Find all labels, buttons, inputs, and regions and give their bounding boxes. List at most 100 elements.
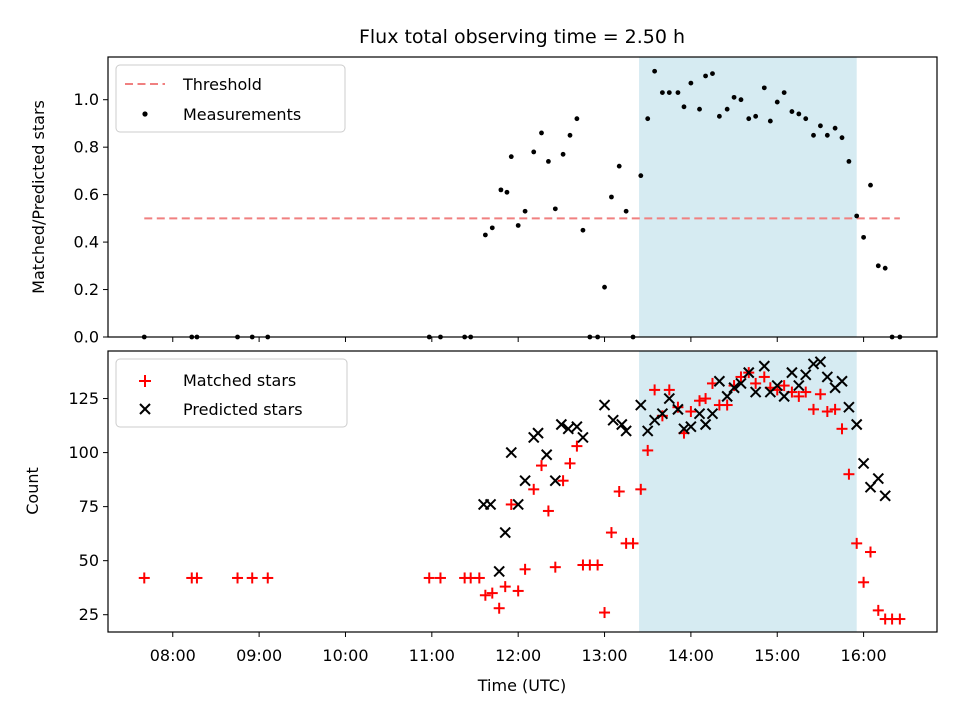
measurement-point <box>803 116 809 122</box>
bottom-x-tick-label: 11:00 <box>409 646 455 665</box>
predicted-star-marker <box>493 565 505 578</box>
measurement-point <box>688 80 694 86</box>
predicted-star-marker <box>685 420 697 433</box>
predicted-star-marker <box>743 366 755 379</box>
bottom-x-ticks: 08:00 09:00 10:00 11:00 12:00 13:00 14:00 15:00… <box>150 632 887 665</box>
matched-star-marker <box>486 587 498 599</box>
bottom-legend: Matched stars Predicted stars <box>115 358 348 428</box>
predicted-star-marker <box>713 375 726 387</box>
predicted-star-marker <box>616 418 628 431</box>
measurement-point <box>818 123 823 129</box>
matched-star-marker <box>499 581 511 593</box>
measurement-point <box>861 234 866 240</box>
predicted-star-marker <box>721 390 733 403</box>
predicted-star-marker <box>678 423 690 435</box>
matched-star-marker <box>663 384 675 396</box>
measurement-point <box>824 132 830 138</box>
measurement-point <box>531 149 537 155</box>
legend-measurements-swatch <box>142 111 148 117</box>
predicted-star-marker <box>562 423 574 435</box>
measurement-point <box>789 109 795 114</box>
matched-star-marker <box>599 607 611 619</box>
matched-star-marker <box>564 457 576 469</box>
matched-star-marker <box>758 371 770 383</box>
measurement-point <box>753 113 759 119</box>
predicted-star-marker <box>800 369 812 381</box>
measurement-point <box>675 90 681 95</box>
measurement-point <box>546 159 551 164</box>
measurement-point <box>781 90 787 95</box>
matched-star-marker <box>246 572 258 584</box>
measurement-point <box>796 111 802 117</box>
bottom-x-tick-label: 09:00 <box>236 646 282 665</box>
measurement-point <box>710 71 715 77</box>
measurement-point <box>774 99 780 105</box>
bottom-x-tick-label: 13:00 <box>581 646 627 665</box>
legend-threshold-label: Threshold <box>182 75 262 94</box>
measurement-point <box>832 125 838 131</box>
predicted-star-marker <box>577 431 589 444</box>
predicted-star-marker <box>728 382 740 394</box>
measurement-point <box>875 263 881 269</box>
measurement-point <box>515 223 521 228</box>
predicted-star-marker <box>672 403 684 416</box>
predicted-star-marker <box>484 498 497 511</box>
measurement-point <box>508 154 514 160</box>
matched-star-marker <box>858 576 870 588</box>
predicted-star-marker <box>857 457 870 470</box>
predicted-star-marker <box>505 446 517 459</box>
measurement-point <box>839 135 845 141</box>
matched-star-marker <box>851 537 863 549</box>
predicted-star-marker <box>735 377 747 390</box>
matched-star-marker <box>829 403 841 415</box>
predicted-star-marker <box>850 418 863 431</box>
matched-star-marker <box>800 386 812 398</box>
measurement-point <box>652 68 658 74</box>
matched-star-marker <box>473 572 485 584</box>
legend-predicted-swatch <box>139 403 151 415</box>
predicted-star-marker <box>771 379 783 392</box>
measurement-point <box>539 130 544 136</box>
measurement-point <box>482 232 488 238</box>
measurement-point <box>560 151 566 157</box>
matched-star-marker <box>821 406 833 418</box>
matched-star-marker <box>872 604 884 616</box>
measurement-point <box>868 182 873 188</box>
measurement-point <box>623 208 629 214</box>
matched-star-marker <box>479 589 491 601</box>
matched-star-marker <box>836 423 848 435</box>
matched-star-marker <box>778 380 790 392</box>
measurement-point <box>746 116 752 122</box>
matched-star-marker <box>700 393 712 405</box>
predicted-star-marker <box>821 371 834 383</box>
top-panel: 0.0 0.2 0.4 0.6 0.8 1.0 Matched/Predicted sta… <box>29 56 938 347</box>
predicted-star-marker <box>836 375 848 387</box>
matched-star-marker <box>894 613 906 625</box>
measurement-point <box>616 163 622 169</box>
predicted-star-marker <box>620 425 632 437</box>
measurement-point <box>811 132 816 138</box>
predicted-star-marker <box>656 407 669 420</box>
bottom-legend-box <box>115 358 348 428</box>
measurement-point <box>638 173 644 179</box>
matched-star-marker <box>865 546 877 558</box>
measurement-point <box>666 90 672 95</box>
chart-title: Flux total observing time = 2.50 h <box>359 26 685 48</box>
legend-predicted-label: Predicted stars <box>183 400 303 419</box>
predicted-star-marker <box>786 366 798 379</box>
legend-matched-label: Matched stars <box>183 371 296 390</box>
matched-star-marker <box>843 468 855 480</box>
measurement-point <box>574 116 580 122</box>
top-y-tick-label: 0.2 <box>74 280 99 299</box>
bottom-plot-frame <box>107 350 938 633</box>
measurement-point <box>567 132 573 138</box>
matched-star-marker <box>191 572 203 584</box>
top-y-tick-label: 0.8 <box>74 138 99 157</box>
predicted-star-marker <box>607 414 619 426</box>
bottom-x-tick-label: 10:00 <box>322 646 368 665</box>
bottom-shaded-region <box>639 351 857 632</box>
measurement-point <box>882 265 888 271</box>
matched-star-marker <box>557 475 569 487</box>
matched-star-marker <box>627 537 639 549</box>
